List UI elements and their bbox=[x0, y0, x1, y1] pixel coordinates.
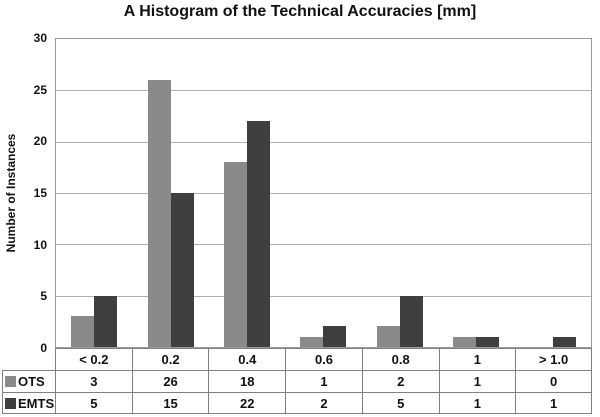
value-cell-ots-1: 26 bbox=[131, 370, 209, 392]
value-cell-ots-2: 18 bbox=[208, 370, 286, 392]
legend-cell-ots: OTS bbox=[2, 370, 55, 392]
value-cell-ots-6: 0 bbox=[515, 370, 592, 392]
legend-cell-emts: EMTS bbox=[2, 392, 55, 414]
bar-ots-3 bbox=[300, 336, 324, 347]
bar-columns bbox=[56, 39, 591, 347]
category-column bbox=[209, 39, 285, 347]
gridline bbox=[56, 295, 591, 297]
gridline bbox=[56, 90, 591, 92]
legend-swatch-ots bbox=[5, 376, 16, 387]
bar-emts-5 bbox=[476, 336, 500, 347]
category-header-cell: > 1.0 bbox=[515, 348, 592, 370]
category-column bbox=[132, 39, 208, 347]
y-tick-label: 25 bbox=[33, 82, 47, 97]
category-header-cell: 0.4 bbox=[208, 348, 286, 370]
value-cell-emts-4: 5 bbox=[361, 392, 439, 414]
gridline bbox=[56, 141, 591, 143]
legend-label: EMTS bbox=[18, 395, 55, 411]
value-cell-emts-6: 1 bbox=[515, 392, 592, 414]
y-tick-label: 5 bbox=[40, 289, 47, 304]
value-cell-emts-3: 2 bbox=[285, 392, 362, 414]
y-tick-label: 15 bbox=[33, 186, 47, 200]
legend-label: OTS bbox=[18, 374, 45, 389]
value-cell-emts-2: 22 bbox=[208, 392, 286, 414]
y-tick-label: 20 bbox=[33, 134, 47, 149]
category-header-cell: 0.8 bbox=[361, 348, 439, 370]
bar-ots-0 bbox=[71, 316, 95, 347]
bar-emts-1 bbox=[170, 193, 194, 347]
y-tick-label: 10 bbox=[33, 237, 47, 252]
category-header-cell: 1 bbox=[438, 348, 516, 370]
value-cell-emts-1: 15 bbox=[131, 392, 209, 414]
data-table: < 0.2 0.2 0.4 0.6 0.8 1 > 1.0 OTS 3 26 18 1 2 1 0 EMTS 5… bbox=[2, 348, 592, 414]
category-column bbox=[362, 39, 438, 347]
value-cell-ots-3: 1 bbox=[285, 370, 362, 392]
value-cell-ots-5: 1 bbox=[438, 370, 516, 392]
category-column bbox=[438, 39, 514, 347]
value-cell-ots-0: 3 bbox=[55, 370, 132, 392]
category-header-cell: 0.6 bbox=[285, 348, 362, 370]
gridline bbox=[56, 193, 591, 194]
category-column bbox=[56, 39, 132, 347]
category-header-cell: 0.2 bbox=[131, 348, 209, 370]
bar-emts-3 bbox=[323, 326, 347, 347]
category-column bbox=[285, 39, 361, 347]
value-cell-emts-0: 5 bbox=[55, 392, 132, 414]
bar-ots-4 bbox=[376, 326, 400, 347]
category-column bbox=[515, 39, 591, 347]
bar-emts-0 bbox=[94, 295, 118, 347]
chart-title: A Histogram of the Technical Accuracies … bbox=[123, 3, 477, 20]
value-cell-emts-5: 1 bbox=[438, 392, 516, 414]
y-tick-label: 30 bbox=[33, 31, 47, 45]
legend-swatch-emts bbox=[5, 397, 16, 409]
gridline bbox=[56, 244, 591, 246]
bar-ots-5 bbox=[453, 336, 477, 347]
table-corner-cell bbox=[2, 348, 55, 370]
category-header-cell: < 0.2 bbox=[55, 348, 132, 370]
bar-emts-4 bbox=[399, 295, 423, 347]
y-tick-label: 0 bbox=[40, 341, 47, 355]
plot-area bbox=[55, 38, 592, 348]
bar-emts-6 bbox=[552, 336, 576, 347]
bar-ots-2 bbox=[224, 162, 248, 347]
bar-ots-1 bbox=[147, 80, 171, 347]
value-cell-ots-4: 2 bbox=[361, 370, 439, 392]
bar-emts-2 bbox=[247, 121, 271, 347]
